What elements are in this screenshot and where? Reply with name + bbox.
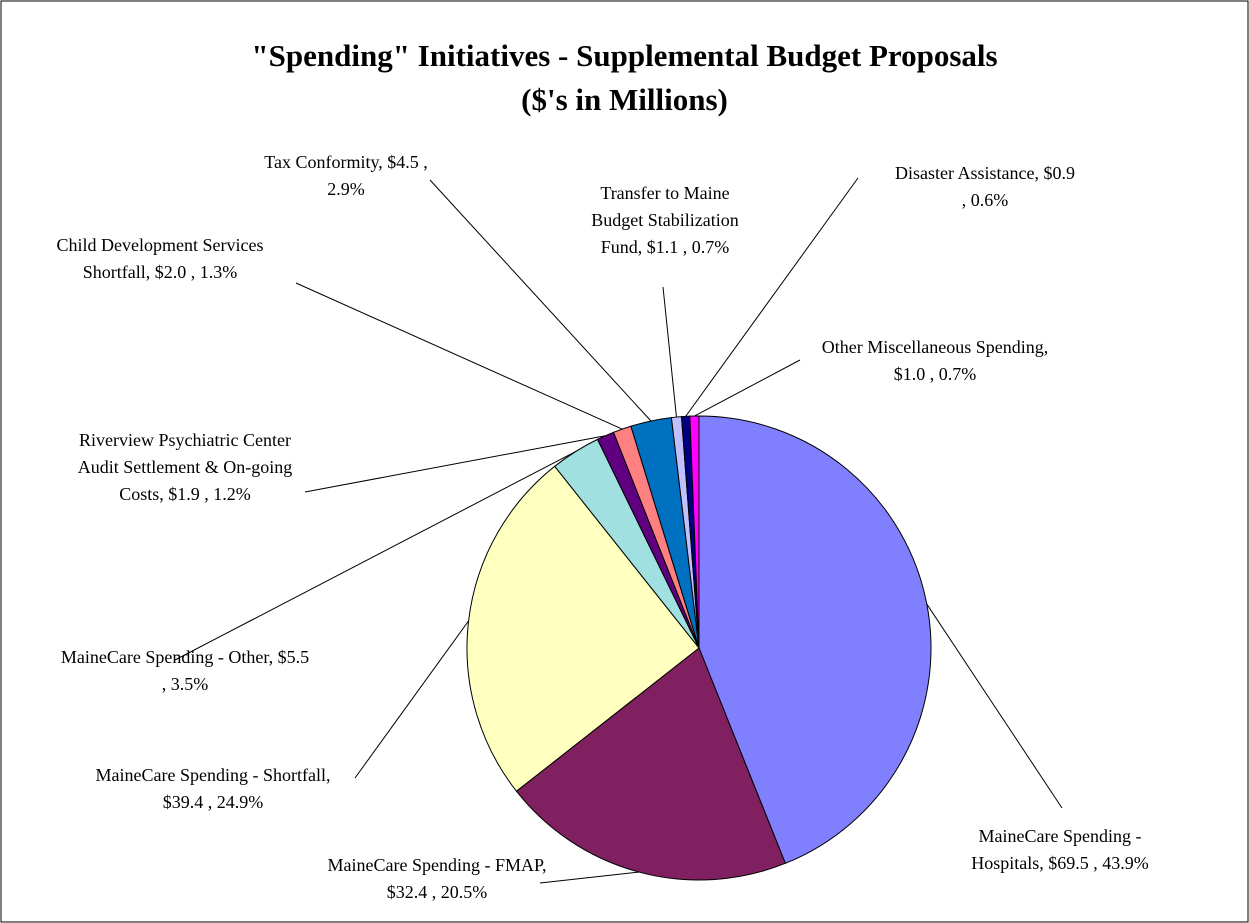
data-label: Disaster Assistance, $0.9 , 0.6% bbox=[895, 163, 1075, 210]
leader-line bbox=[539, 871, 639, 884]
data-label: Riverview Psychiatric Center Audit Settl… bbox=[77, 430, 293, 504]
pie-slice bbox=[689, 415, 700, 649]
data-label: Child Development Services Shortfall, $2… bbox=[56, 235, 264, 282]
leader-line bbox=[295, 282, 623, 430]
data-label: Other Miscellaneous Spending, $1.0 , 0.7… bbox=[821, 337, 1049, 384]
leader-line bbox=[662, 286, 677, 418]
leader-line bbox=[694, 359, 801, 417]
leader-line bbox=[429, 179, 652, 422]
data-label: MaineCare Spending - Other, $5.5 , 3.5% bbox=[60, 647, 310, 694]
data-label: MaineCare Spending - Shortfall, $39.4 , … bbox=[95, 765, 331, 812]
chart-subtitle: ($'s in Millions) bbox=[521, 82, 728, 117]
data-label: Transfer to Maine Budget Stabilization F… bbox=[591, 183, 739, 257]
pie-slice bbox=[466, 465, 700, 792]
data-label: MaineCare Spending - FMAP, $32.4 , 20.5% bbox=[327, 855, 547, 902]
data-label: MaineCare Spending - Hospitals, $69.5 , … bbox=[971, 826, 1149, 873]
data-label: Tax Conformity, $4.5 , 2.9% bbox=[264, 152, 428, 199]
pie-slice bbox=[698, 415, 932, 864]
leader-line bbox=[354, 620, 469, 779]
leader-line bbox=[685, 177, 859, 417]
leader-line bbox=[304, 435, 606, 493]
leader-line bbox=[926, 603, 1063, 809]
leader-line bbox=[174, 451, 576, 661]
chart-title: "Spending" Initiatives - Supplemental Bu… bbox=[251, 38, 998, 73]
